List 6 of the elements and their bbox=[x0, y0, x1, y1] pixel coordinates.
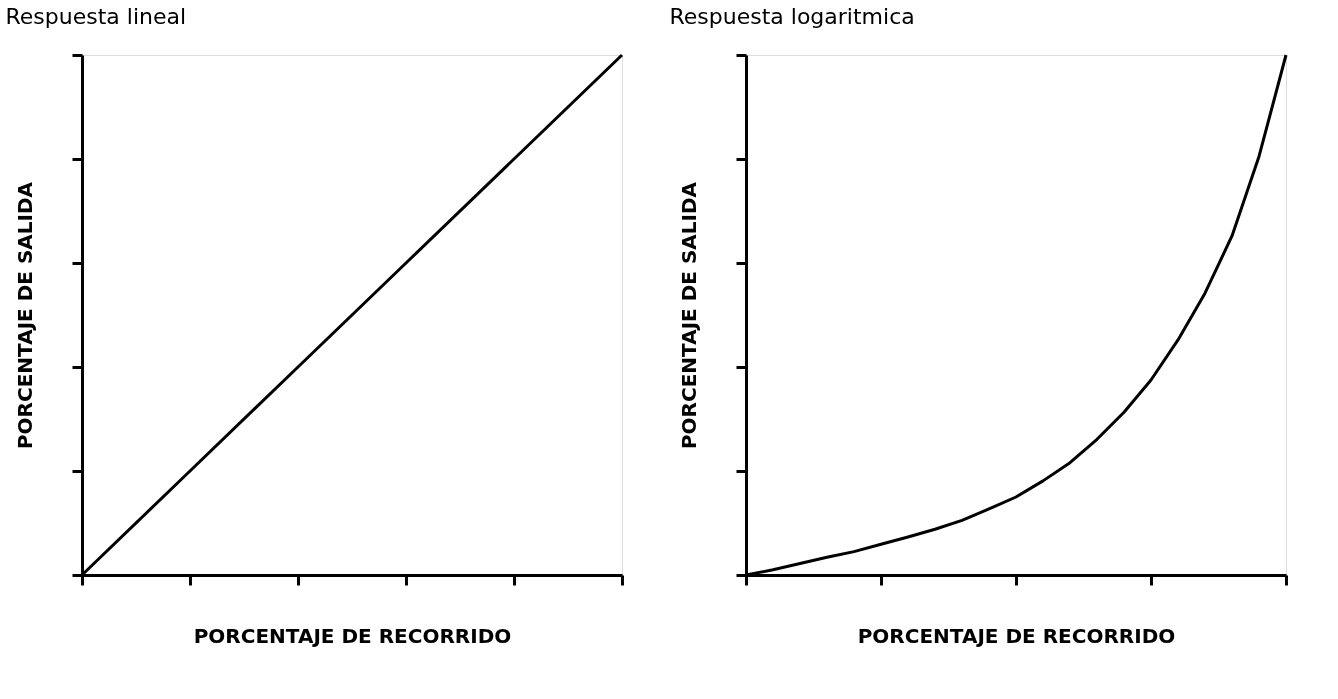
y-axis-title: PORCENTAJE DE SALIDA bbox=[677, 181, 701, 450]
x-axis-title: PORCENTAJE DE RECORRIDO bbox=[193, 624, 512, 648]
chart-title: Respuesta logaritmica bbox=[669, 3, 915, 29]
y-axis-title: PORCENTAJE DE SALIDA bbox=[13, 181, 37, 450]
x-axis-title: PORCENTAJE DE RECORRIDO bbox=[857, 624, 1176, 648]
chart-title: Respuesta lineal bbox=[5, 3, 187, 29]
